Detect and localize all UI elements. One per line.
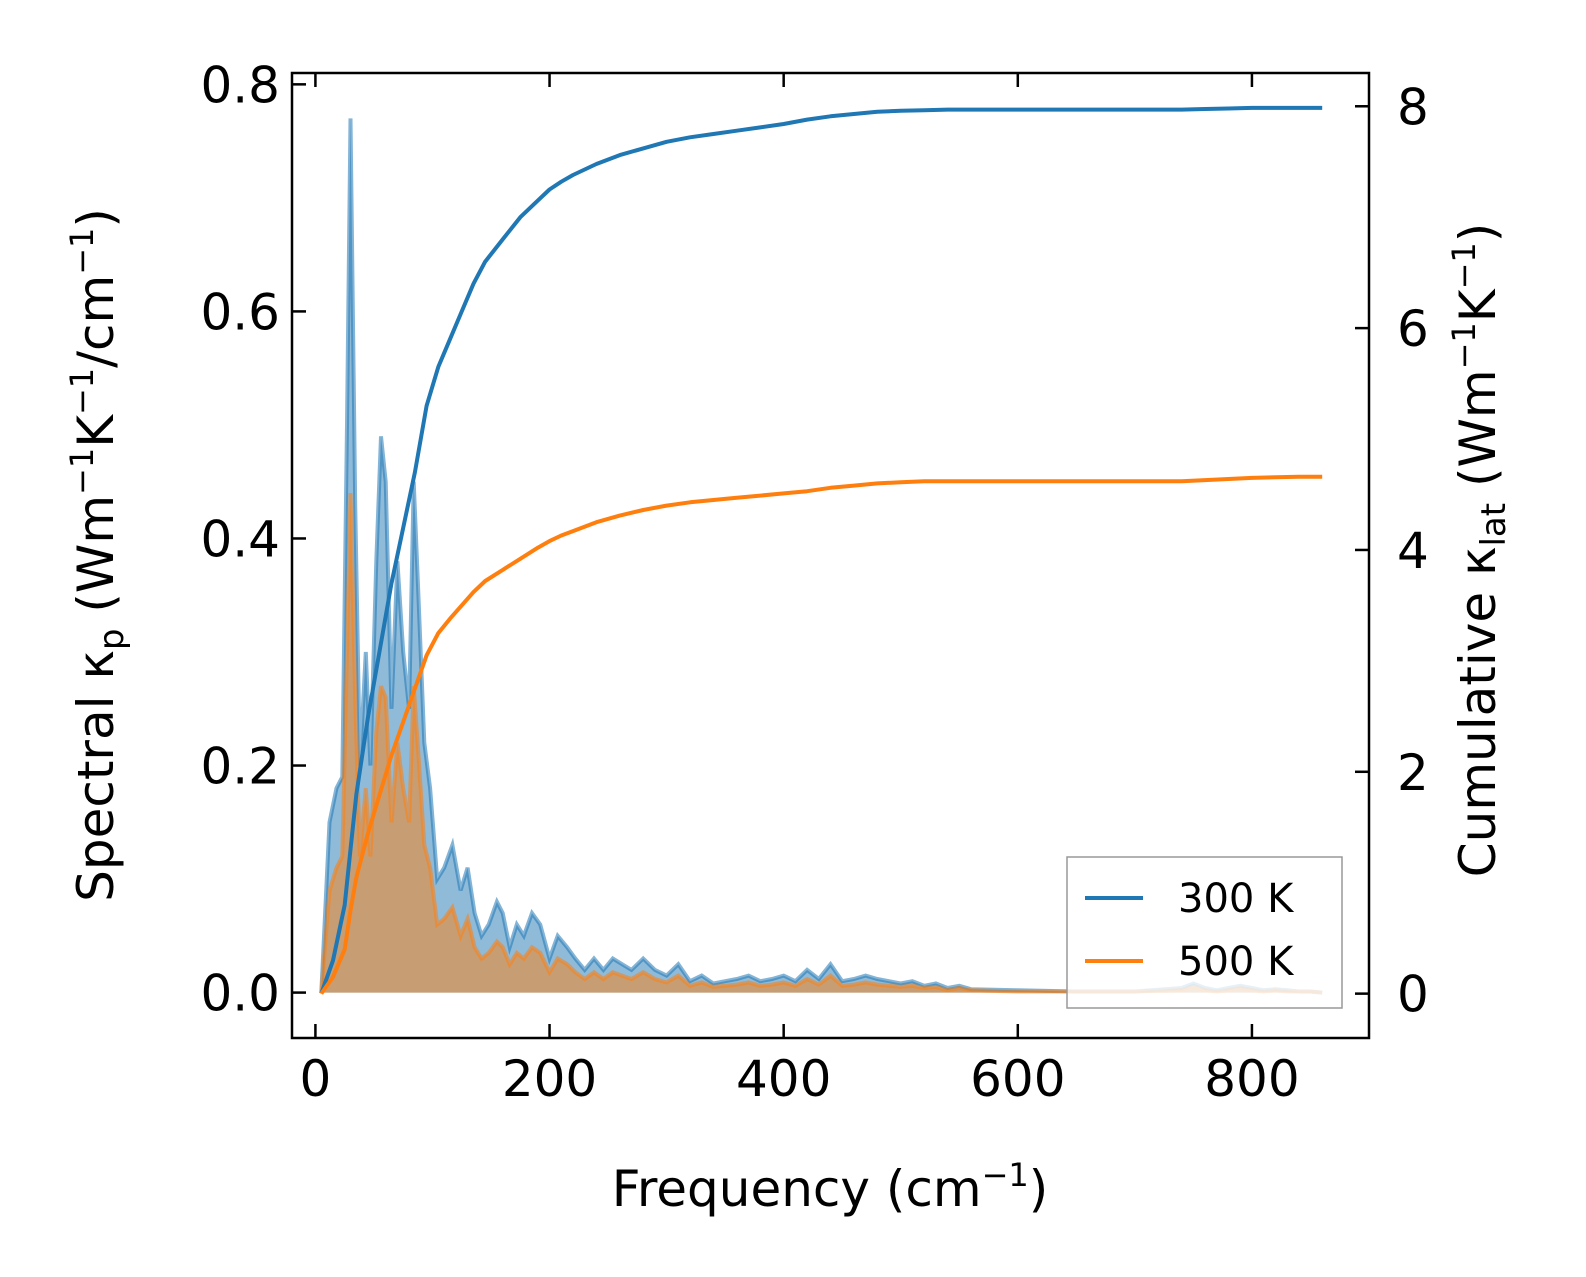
cumulative-line-group bbox=[319, 105, 1323, 995]
legend: 300 K 500 K bbox=[1066, 856, 1343, 1009]
y-right-tick-label: 8 bbox=[1397, 78, 1429, 136]
cumulative-line-500k bbox=[319, 474, 1323, 995]
y-axis-right-title: Cumulative κlat (Wm−1K−1) bbox=[1445, 223, 1514, 878]
y-right-tick-label: 4 bbox=[1397, 522, 1429, 580]
x-tick-label: 400 bbox=[736, 1050, 831, 1108]
legend-label-500k: 500 K bbox=[1178, 939, 1295, 985]
spectral-area-500k bbox=[321, 493, 1323, 993]
plot-frame bbox=[290, 71, 1371, 1040]
y-left-tick-label: 0.0 bbox=[200, 965, 280, 1023]
y-right-tick-label: 0 bbox=[1397, 966, 1429, 1024]
y-left-tick-label: 0.8 bbox=[200, 56, 280, 114]
y-axis-left-title: Spectral κp (Wm−1K−1/cm−1) bbox=[63, 208, 132, 902]
legend-label-300k: 300 K bbox=[1178, 876, 1295, 922]
y-right-tick-label: 6 bbox=[1397, 300, 1429, 358]
x-tick-label: 0 bbox=[300, 1050, 332, 1108]
y-left-tick-label: 0.2 bbox=[200, 738, 280, 796]
cumulative-line-300k bbox=[319, 105, 1323, 995]
x-tick-label: 800 bbox=[1204, 1050, 1299, 1108]
x-axis-title: Frequency (cm−1) bbox=[612, 1156, 1049, 1218]
legend-box bbox=[1066, 856, 1343, 1009]
x-tick-label: 600 bbox=[970, 1050, 1065, 1108]
x-tick-label: 200 bbox=[502, 1050, 597, 1108]
y-left-tick-label: 0.4 bbox=[200, 510, 280, 568]
y-right-tick-label: 2 bbox=[1397, 744, 1429, 802]
tick-group: 0 200 400 600 800 0.0 0.2 0.4 0.6 0.8 0 2 4 6 8 bbox=[200, 56, 1428, 1108]
spectral-fill-group bbox=[319, 118, 1323, 995]
spectral-edge-500k bbox=[319, 493, 1323, 995]
y-left-tick-label: 0.6 bbox=[200, 283, 280, 341]
